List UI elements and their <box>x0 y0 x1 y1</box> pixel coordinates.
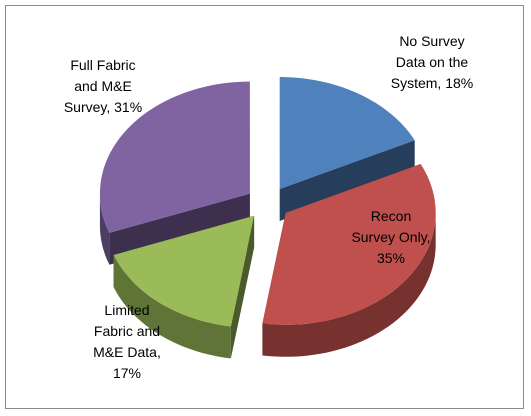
slice-outer-wall <box>113 255 231 359</box>
data-label-1: No Survey Data on the System, 18% <box>391 33 473 91</box>
pie-slice-3 <box>113 215 255 327</box>
pie-tops <box>99 77 436 327</box>
data-label-3: Limited Fabric and M&E Data, 17% <box>93 302 161 381</box>
data-label-line: System, 18% <box>391 75 473 91</box>
slice-side-wall <box>230 215 255 359</box>
pie-slice-1 <box>279 77 415 190</box>
data-label-line: Fabric and <box>94 323 160 339</box>
slice-outer-wall <box>262 212 436 357</box>
data-label-2: Recon Survey Only, 35% <box>351 208 430 266</box>
data-label-line: Recon <box>371 208 411 224</box>
data-label-line: and M&E <box>74 78 132 94</box>
data-label-line: Full Fabric <box>70 57 135 73</box>
data-label-line: Data on the <box>396 54 469 70</box>
data-label-line: Survey Only, <box>351 229 430 245</box>
data-label-line: Limited <box>104 302 149 318</box>
data-labels: No Survey Data on the System, 18% Recon Surv… <box>64 33 473 381</box>
slice-side-wall <box>279 140 415 222</box>
pie-slice-4 <box>99 81 250 233</box>
data-label-line: 17% <box>113 365 141 381</box>
pie-slice-2 <box>262 164 436 325</box>
data-label-line: 35% <box>377 250 405 266</box>
data-label-4: Full Fabric and M&E Survey, 31% <box>64 57 142 115</box>
data-label-line: No Survey <box>399 33 464 49</box>
data-label-line: M&E Data, <box>93 344 161 360</box>
data-label-line: Survey, 31% <box>64 99 142 115</box>
slice-outer-wall <box>99 193 110 265</box>
